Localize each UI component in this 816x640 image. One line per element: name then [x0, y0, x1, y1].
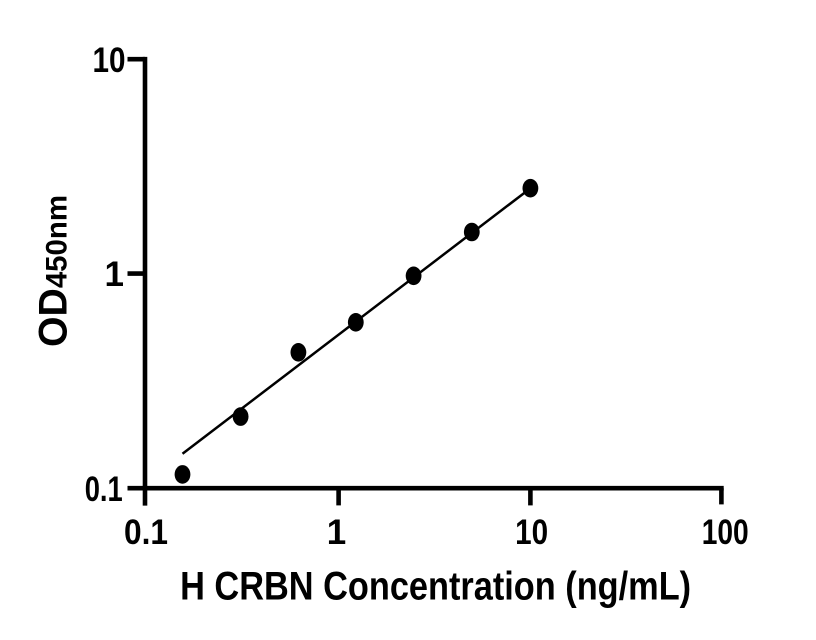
svg-text:0.1: 0.1 — [124, 513, 168, 552]
svg-text:1: 1 — [327, 513, 346, 552]
svg-text:10: 10 — [93, 41, 126, 80]
svg-text:10: 10 — [515, 513, 548, 552]
svg-text:1: 1 — [105, 255, 124, 294]
svg-text:H CRBN Concentration (ng/mL): H CRBN Concentration (ng/mL) — [180, 564, 691, 608]
svg-text:0.1: 0.1 — [85, 470, 123, 509]
svg-text:100: 100 — [702, 513, 749, 552]
svg-text:OD450nm: OD450nm — [31, 195, 75, 347]
